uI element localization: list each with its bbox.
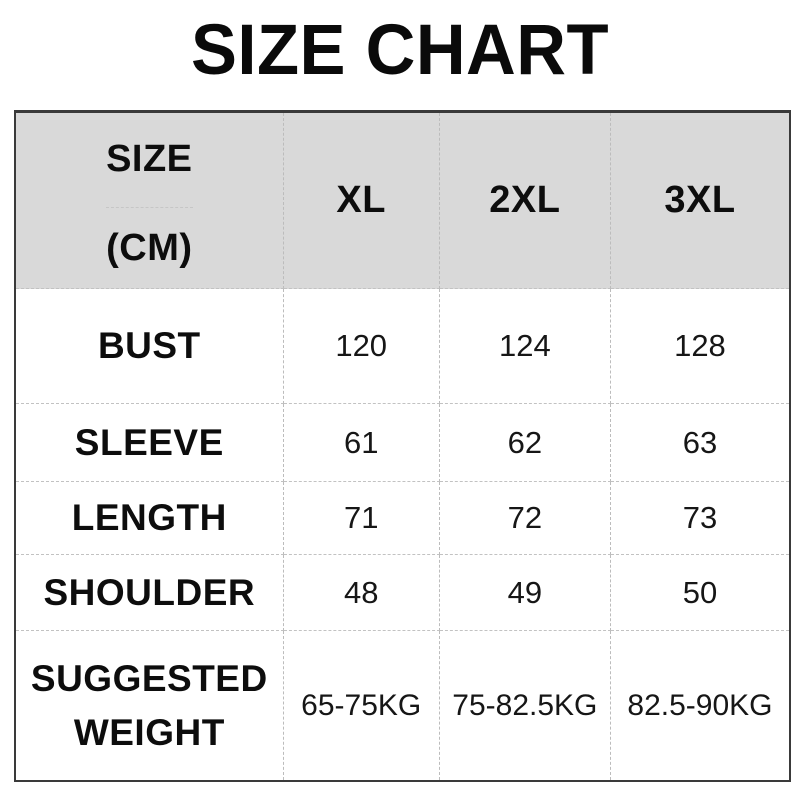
- page-title: SIZE CHART: [190, 11, 610, 90]
- shoulder-value-2xl: 49: [439, 554, 611, 632]
- row-label-bust: BUST: [16, 289, 284, 405]
- weight-value-2xl: 75-82.5KG: [440, 631, 611, 780]
- bust-value-3xl: 128: [610, 289, 789, 405]
- sleeve-value-2xl: 62: [439, 404, 611, 482]
- header-col-3xl: 3XL: [610, 113, 789, 290]
- size-chart-table: SIZE (CM) XL 2XL 3XL BUST 120 124 128 SL…: [14, 110, 791, 782]
- row-label-shoulder: SHOULDER: [16, 554, 284, 632]
- header-size-unit-cell: SIZE (CM): [16, 113, 284, 290]
- shoulder-value-3xl: 50: [610, 555, 789, 632]
- weight-value-xl: 65-75KG: [284, 631, 440, 780]
- sleeve-value-xl: 61: [283, 404, 440, 482]
- header-col-xl: XL: [283, 113, 440, 290]
- row-label-sleeve: SLEEVE: [16, 404, 284, 482]
- length-value-2xl: 72: [439, 481, 611, 555]
- shoulder-value-xl: 48: [283, 554, 440, 632]
- row-label-suggested-weight: SUGGESTED WEIGHT: [16, 631, 284, 780]
- length-value-3xl: 73: [610, 482, 789, 555]
- header-col-2xl: 2XL: [439, 113, 611, 290]
- weight-value-3xl: 82.5-90KG: [627, 688, 773, 722]
- sleeve-value-3xl: 63: [610, 404, 789, 482]
- header-unit-label: (CM): [106, 226, 193, 269]
- length-value-xl: 71: [283, 481, 440, 555]
- header-size-label: SIZE: [106, 113, 193, 208]
- bust-value-xl: 120: [283, 289, 440, 405]
- bust-value-2xl: 124: [439, 289, 611, 405]
- row-label-length: LENGTH: [16, 481, 284, 555]
